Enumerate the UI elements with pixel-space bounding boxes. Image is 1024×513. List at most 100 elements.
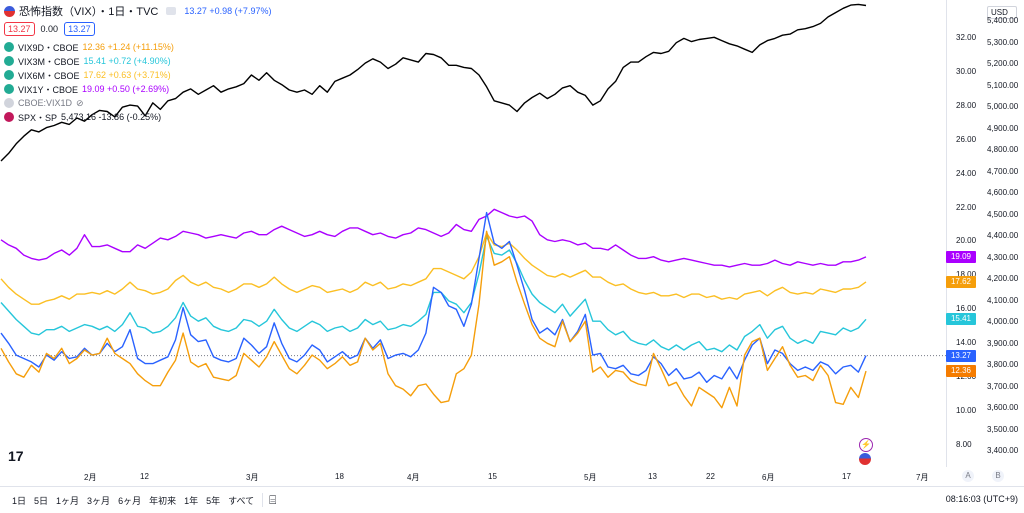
spx-tick-label: 4,300.00 [987,252,1019,262]
clock-display[interactable]: 08:16:03 (UTC+9) [945,494,1018,504]
spx-tick-label: 3,900.00 [987,338,1019,348]
legend-symbol: VIX9D・CBOE [18,42,79,53]
currency-selector[interactable]: USD [987,6,1017,19]
vix-tick-label: 22.00 [956,202,977,212]
time-tick-label: 15 [488,472,497,481]
calendar-icon[interactable]: ⌸ [269,492,277,507]
vix-tick-label: 16.00 [956,304,977,314]
spx-tick-label: 3,700.00 [987,381,1019,391]
series-visible-icon [4,42,14,52]
spx-tick-label: 5,200.00 [987,59,1019,69]
vix-tick-label: 30.00 [956,66,977,76]
spx-tick-label: 4,800.00 [987,145,1019,155]
buy-button[interactable]: 13.27 [64,22,95,36]
range-button[interactable]: 6ヶ月 [118,495,142,506]
legend-item[interactable]: VIX1Y・CBOE 19.09 +0.50 (+2.69%) [4,82,271,96]
range-buttons: 1日 5日 1ヶ月 3ヶ月 6ヶ月 年初来 1年 5年 すべて [0,494,256,507]
spx-tick-label: 3,600.00 [987,403,1019,413]
header-price: 13.27 [184,6,207,16]
lightning-event-icon[interactable]: ⚡ [859,438,873,452]
price-axis[interactable]: USD 32.00 30.00 28.00 26.00 24.00 22.00 20.00 1… [946,0,1024,467]
spx-tick-label: 5,300.00 [987,37,1019,47]
price-tag: 15.41 [946,313,976,326]
price-tag: 12.36 [946,365,976,378]
legend-series-list: VIX9D・CBOE 12.36 +1.24 (+11.15%) VIX3M・CBO… [4,40,271,96]
log-scale-button[interactable]: B [992,470,1004,482]
time-tick-label: 3月 [246,473,259,482]
symbol-title[interactable]: 恐怖指数（VIX）・1日・TVC [19,6,159,18]
spx-tick-label: 4,500.00 [987,209,1019,219]
range-button[interactable]: すべて [228,495,255,506]
bottom-toolbar: 1日 5日 1ヶ月 3ヶ月 6ヶ月 年初来 1年 5年 すべて ⌸ 08:16:03 (UTC+… [0,486,1024,513]
us-event-flag-icon[interactable] [859,453,871,465]
divider [262,493,264,507]
spx-tick-label: 4,400.00 [987,231,1019,241]
vix-tick-label: 8.00 [956,440,972,450]
vix-tick-label: 10.00 [956,406,977,416]
legend-item[interactable]: VIX6M・CBOE 17.62 +0.63 (+3.71%) [4,68,271,82]
vix-tick-label: 26.00 [956,134,977,144]
spx-tick-label: 5,100.00 [987,80,1019,90]
tradingview-logo-icon[interactable]: 17 [8,448,24,464]
spx-tick-label: 4,200.00 [987,274,1019,284]
series-line[interactable] [0,3,867,162]
sell-button[interactable]: 13.27 [4,22,35,36]
series-visible-icon [4,70,14,80]
price-tag: 17.62 [946,275,976,288]
spx-tick-label: 3,500.00 [987,424,1019,434]
series-line[interactable] [0,235,867,353]
legend-item-hidden[interactable]: CBOE:VIX1D ⊘ [4,96,271,110]
legend-symbol: VIX6M・CBOE [18,70,80,81]
series-line[interactable] [0,208,867,268]
time-tick-label: 6月 [762,473,775,482]
series-line[interactable] [0,230,867,409]
price-tag: 19.09 [946,250,976,263]
chart-plot[interactable] [0,0,946,467]
series-visible-icon [4,56,14,66]
spx-icon [4,112,14,122]
spx-tick-label: 4,000.00 [987,317,1019,327]
spx-symbol: SPX・SP [18,112,58,123]
time-tick-label: 5月 [584,473,597,482]
header-change: +0.98 (+7.97%) [209,6,272,16]
series-line[interactable] [0,211,867,383]
time-tick-label: 13 [648,472,657,481]
legend-value: 17.62 +0.63 (+3.71%) [83,70,171,80]
legend-item[interactable]: VIX9D・CBOE 12.36 +1.24 (+11.15%) [4,40,271,54]
range-button[interactable]: 1年 [184,495,199,506]
legend: 恐怖指数（VIX）・1日・TVC 13.27 +0.98 (+7.97%) 13… [4,4,271,124]
range-button[interactable]: 1日 [12,495,27,506]
vix-tick-label: 32.00 [956,32,977,42]
legend-item-spx[interactable]: SPX・SP 5,473.16 -13.86 (-0.25%) [4,110,271,124]
spx-tick-label: 5,400.00 [987,16,1019,26]
spx-tick-label: 4,100.00 [987,295,1019,305]
legend-value: 19.09 +0.50 (+2.69%) [82,84,170,94]
chart-area[interactable] [0,0,946,467]
spx-tick-label: 5,000.00 [987,102,1019,112]
vix-tick-label: 14.00 [956,338,977,348]
us-flag-icon [4,5,15,17]
legend-item[interactable]: VIX3M・CBOE 15.41 +0.72 (+4.90%) [4,54,271,68]
range-button[interactable]: 年初来 [149,495,177,506]
legend-value: 15.41 +0.72 (+4.90%) [83,56,171,66]
range-button[interactable]: 1ヶ月 [56,495,80,506]
time-tick-label: 2月 [84,473,97,482]
legend-hidden-symbol: CBOE:VIX1D [18,98,73,108]
eye-off-icon[interactable]: ⊘ [76,97,84,108]
spx-tick-label: 4,600.00 [987,188,1019,198]
series-line[interactable] [0,232,867,305]
time-tick-label: 7月 [916,473,929,482]
range-button[interactable]: 5年 [206,495,221,506]
spx-tick-label: 4,900.00 [987,123,1019,133]
legend-symbol: VIX1Y・CBOE [18,84,79,95]
hidden-series-icon [4,98,14,108]
auto-scale-button[interactable]: A [962,470,974,482]
time-tick-label: 12 [140,472,149,481]
range-button[interactable]: 5日 [34,495,49,506]
spx-tick-label: 3,800.00 [987,360,1019,370]
legend-symbol: VIX3M・CBOE [18,56,80,67]
header-row: 恐怖指数（VIX）・1日・TVC 13.27 +0.98 (+7.97%) [4,4,271,18]
range-button[interactable]: 3ヶ月 [87,495,111,506]
collapse-button[interactable] [166,7,177,15]
vix-tick-label: 28.00 [956,100,977,110]
